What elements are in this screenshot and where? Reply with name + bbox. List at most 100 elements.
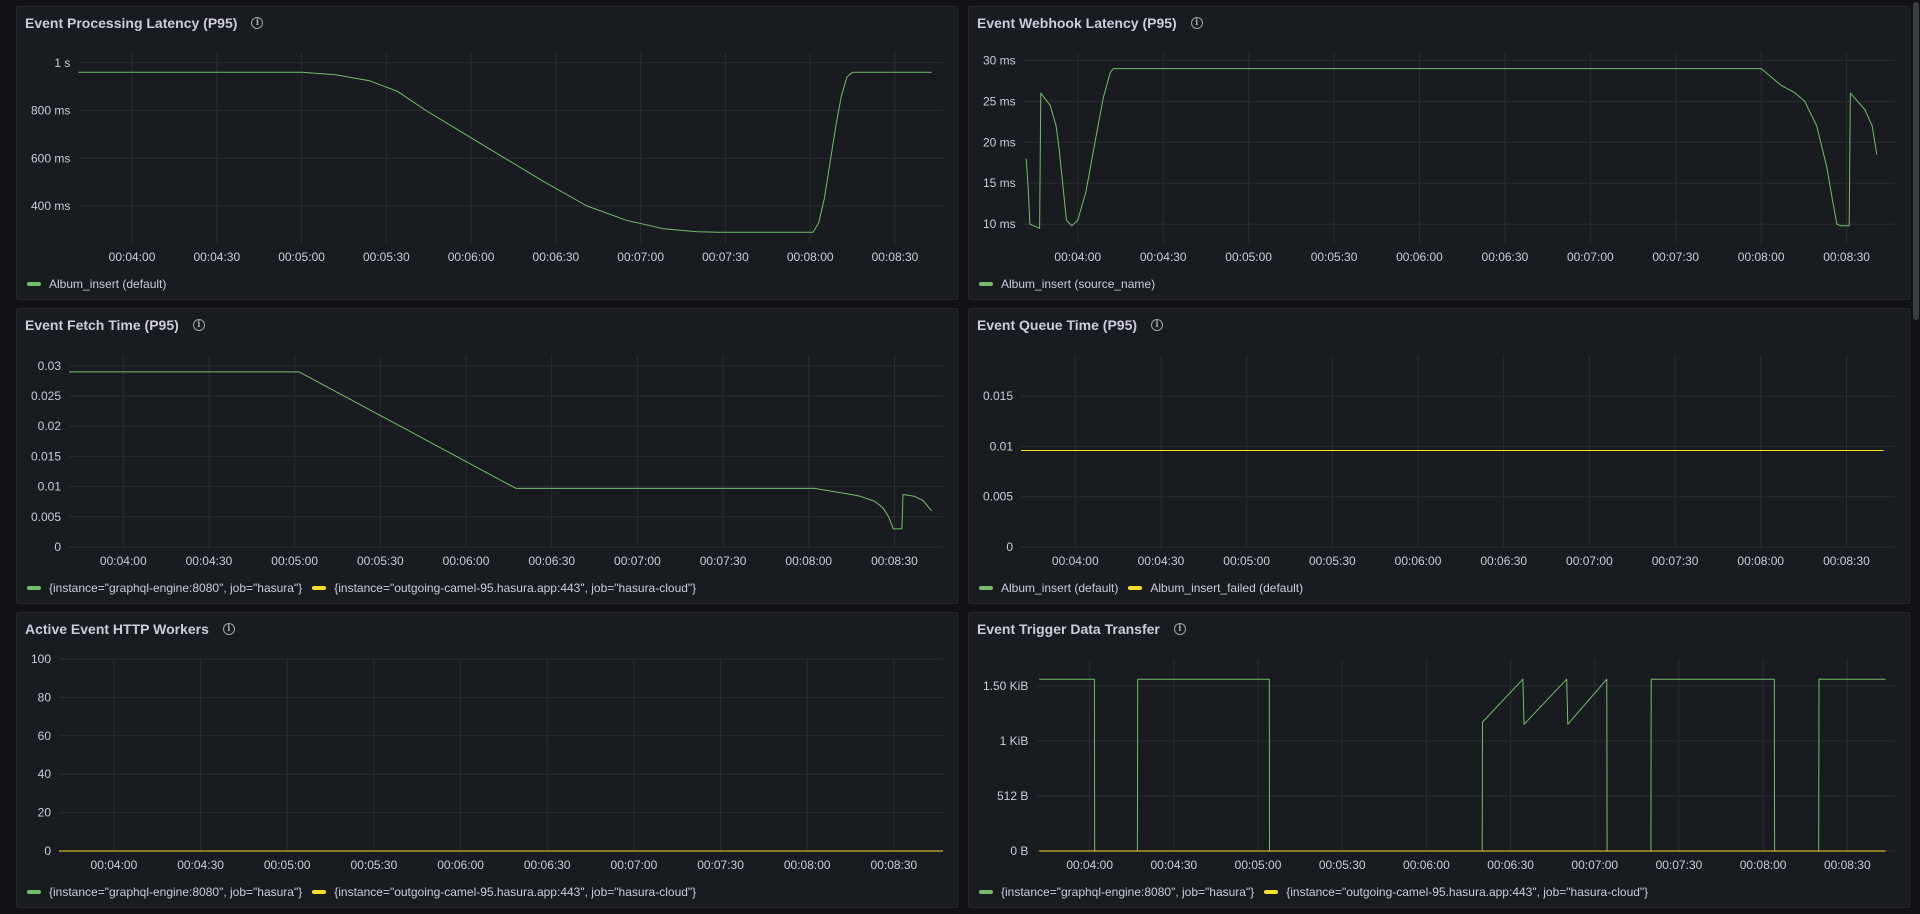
panel-header[interactable]: Active Event HTTP Workers i — [17, 613, 957, 645]
x-tick-label: 00:07:00 — [1567, 250, 1614, 264]
chart-area[interactable]: 1.50 KiB 1 KiB 512 B 0 B 00:04:00 00:04:30 00:… — [969, 645, 1909, 877]
x-tick-label: 00:04:00 — [91, 858, 138, 872]
panel-event-trigger-data-transfer: Event Trigger Data Transfer i 1.50 KiB 1 … — [968, 612, 1910, 908]
x-tick-label: 00:08:00 — [1737, 554, 1784, 568]
legend-item[interactable]: Album_insert (default) — [979, 581, 1118, 595]
x-tick-label: 00:06:30 — [1487, 858, 1534, 872]
legend-color-marker — [1128, 586, 1143, 590]
x-tick-label: 00:05:00 — [271, 554, 318, 568]
x-tick-label: 00:04:30 — [193, 250, 240, 264]
x-tick-label: 00:06:00 — [1403, 858, 1450, 872]
x-tick-label: 00:04:00 — [1052, 554, 1099, 568]
panel-header[interactable]: Event Processing Latency (P95) i — [17, 7, 957, 39]
y-tick-label: 0.025 — [31, 389, 61, 403]
x-tick-label: 00:04:00 — [100, 554, 147, 568]
panel-title: Event Trigger Data Transfer — [977, 621, 1160, 637]
legend-item[interactable]: {instance="graphql-engine:8080", job="ha… — [979, 885, 1254, 899]
page-scrollbar[interactable] — [1912, 0, 1920, 914]
panel-title: Event Webhook Latency (P95) — [977, 15, 1177, 31]
x-tick-label: 00:07:30 — [1652, 554, 1699, 568]
chart-svg: 1.50 KiB 1 KiB 512 B 0 B 00:04:00 00:04:30 00:… — [983, 659, 1895, 872]
info-circle-icon[interactable]: i — [1173, 623, 1186, 635]
x-tick-label: 00:07:30 — [700, 554, 747, 568]
y-tick-label: 40 — [38, 767, 52, 781]
chart-svg: 30 ms 25 ms 20 ms 15 ms 10 ms 00:04:00 00:04:3… — [983, 53, 1895, 264]
y-tick-label: 20 ms — [983, 135, 1016, 149]
legend-item[interactable]: Album_insert (source_name) — [979, 277, 1155, 291]
x-tick-label: 00:05:30 — [1311, 250, 1358, 264]
x-tick-label: 00:06:30 — [528, 554, 575, 568]
panel-event-queue-time: Event Queue Time (P95) i 0.015 0.01 0.005 0… — [968, 308, 1910, 604]
x-tick-label: 00:07:00 — [614, 554, 661, 568]
x-tick-label: 00:05:00 — [278, 250, 325, 264]
chart-area[interactable]: 30 ms 25 ms 20 ms 15 ms 10 ms 00:04:00 00:04:3… — [969, 39, 1909, 269]
x-tick-label: 00:05:30 — [1319, 858, 1366, 872]
legend-item[interactable]: Album_insert_failed (default) — [1128, 581, 1303, 595]
legend: Album_insert (default) Album_insert_fail… — [979, 573, 1909, 603]
y-tick-label: 10 ms — [983, 217, 1016, 231]
legend-item[interactable]: {instance="graphql-engine:8080", job="ha… — [27, 885, 302, 899]
x-tick-label: 00:05:30 — [351, 858, 398, 872]
x-tick-label: 00:06:00 — [1396, 250, 1443, 264]
x-tick-label: 00:08:30 — [871, 554, 918, 568]
x-tick-label: 00:08:00 — [785, 554, 832, 568]
info-circle-icon[interactable]: i — [222, 623, 235, 635]
info-circle-icon[interactable]: i — [251, 17, 264, 29]
panel-header[interactable]: Event Fetch Time (P95) i — [17, 309, 957, 341]
y-tick-label: 800 ms — [31, 104, 70, 118]
scrollbar-thumb[interactable] — [1913, 2, 1919, 320]
legend-item[interactable]: {instance="outgoing-camel-95.hasura.app:… — [312, 581, 696, 595]
y-tick-label: 0.005 — [31, 510, 61, 524]
legend: {instance="graphql-engine:8080", job="ha… — [27, 877, 957, 907]
series-line — [1039, 678, 1886, 852]
x-tick-label: 00:08:00 — [784, 858, 831, 872]
y-tick-label: 0 — [54, 540, 61, 554]
legend-item[interactable]: {instance="outgoing-camel-95.hasura.app:… — [1264, 885, 1648, 899]
x-tick-label: 00:05:30 — [357, 554, 404, 568]
legend-label: {instance="outgoing-camel-95.hasura.app:… — [334, 581, 697, 595]
series-line — [1025, 68, 1878, 229]
y-tick-label: 60 — [38, 729, 52, 743]
y-tick-label: 15 ms — [983, 176, 1016, 190]
y-tick-label: 100 — [31, 652, 51, 666]
chart-area[interactable]: 0.015 0.01 0.005 0 00:04:00 00:04:30 00:05:00 0… — [969, 341, 1909, 573]
legend-label: {instance="graphql-engine:8080", job="ha… — [49, 581, 303, 595]
x-tick-label: 00:08:30 — [1823, 250, 1870, 264]
x-tick-label: 00:05:00 — [1223, 554, 1270, 568]
info-circle-icon[interactable]: i — [1151, 319, 1164, 331]
panel-header[interactable]: Event Webhook Latency (P95) i — [969, 7, 1909, 39]
legend-color-marker — [312, 586, 327, 590]
legend-item[interactable]: {instance="graphql-engine:8080", job="ha… — [27, 581, 302, 595]
chart-svg: 0.03 0.025 0.02 0.015 0.01 0.005 0 00:04:00 00:0… — [31, 355, 943, 568]
x-tick-label: 00:04:30 — [1150, 858, 1197, 872]
panel-event-processing-latency: Event Processing Latency (P95) i 1 s 800 … — [16, 6, 958, 300]
x-tick-label: 00:05:00 — [1225, 250, 1272, 264]
legend-label: {instance="outgoing-camel-95.hasura.app:… — [334, 885, 697, 899]
legend-color-marker — [27, 282, 41, 286]
legend-item[interactable]: Album_insert (default) — [27, 277, 166, 291]
series-line — [69, 371, 932, 530]
x-tick-label: 00:07:00 — [611, 858, 658, 872]
legend-color-marker — [27, 890, 41, 894]
x-tick-label: 00:04:00 — [1054, 250, 1101, 264]
info-circle-icon[interactable]: i — [192, 319, 205, 331]
x-tick-label: 00:08:00 — [1740, 858, 1787, 872]
series-line — [78, 71, 932, 233]
chart-svg: 100 80 60 40 20 0 00:04:00 00:04:30 00:05:00 00:0… — [31, 652, 943, 872]
x-tick-label: 00:05:30 — [363, 250, 410, 264]
y-tick-label: 0.03 — [38, 359, 62, 373]
x-tick-label: 00:08:30 — [871, 858, 918, 872]
chart-area[interactable]: 100 80 60 40 20 0 00:04:00 00:04:30 00:05:00 00:0… — [17, 645, 957, 877]
info-circle-icon[interactable]: i — [1190, 17, 1203, 29]
panel-header[interactable]: Event Trigger Data Transfer i — [969, 613, 1909, 645]
legend-label: Album_insert (default) — [1001, 581, 1119, 595]
chart-area[interactable]: 1 s 800 ms 600 ms 400 ms 00:04:00 00:04:30 00:… — [17, 39, 957, 269]
y-tick-label: 0.01 — [990, 439, 1014, 453]
chart-svg: 0.015 0.01 0.005 0 00:04:00 00:04:30 00:05:00 0… — [983, 355, 1895, 568]
panel-header[interactable]: Event Queue Time (P95) i — [969, 309, 1909, 341]
legend-label: Album_insert (source_name) — [1001, 277, 1156, 291]
legend: Album_insert (default) — [27, 269, 957, 299]
legend-label: {instance="outgoing-camel-95.hasura.app:… — [1286, 885, 1649, 899]
chart-area[interactable]: 0.03 0.025 0.02 0.015 0.01 0.005 0 00:04:00 00:0… — [17, 341, 957, 573]
legend-item[interactable]: {instance="outgoing-camel-95.hasura.app:… — [312, 885, 696, 899]
